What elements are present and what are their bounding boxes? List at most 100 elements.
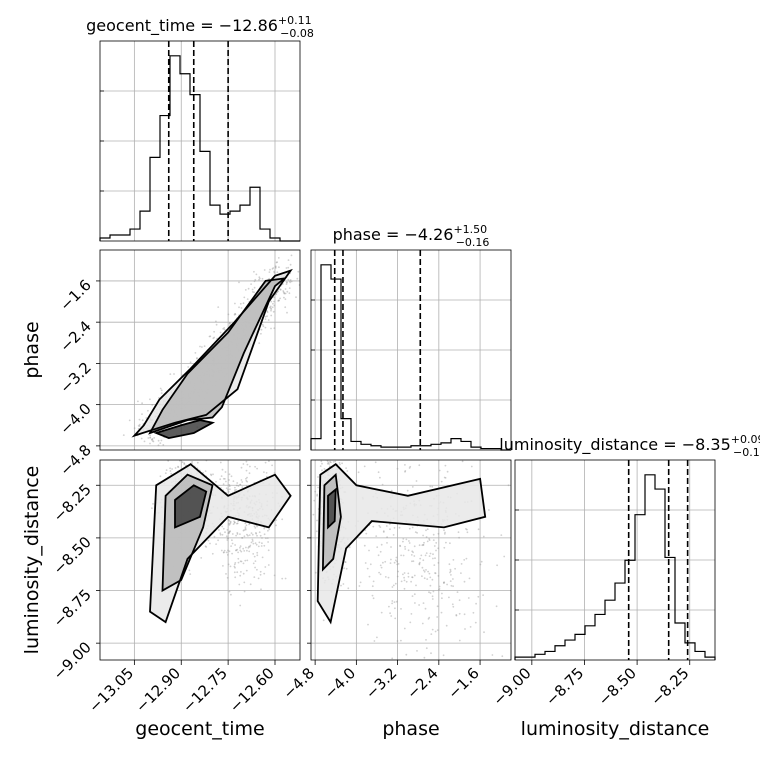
sample-point xyxy=(171,468,174,470)
sample-point xyxy=(225,487,228,490)
hist-step-geocent_time xyxy=(99,55,300,242)
x-tick-label: −8.50 xyxy=(595,664,640,709)
contour-line-1 xyxy=(148,277,288,435)
sample-point xyxy=(221,468,224,471)
sample-point xyxy=(441,592,443,595)
sample-point xyxy=(289,263,292,266)
title-minus-error: −0.08 xyxy=(280,27,314,40)
sample-point xyxy=(391,586,394,588)
sample-point xyxy=(239,483,242,486)
sample-point xyxy=(374,461,377,464)
sample-point xyxy=(475,602,477,605)
sample-point xyxy=(316,493,319,496)
sample-point xyxy=(219,478,222,481)
sample-point xyxy=(449,571,451,574)
sample-point xyxy=(240,479,243,481)
sample-point xyxy=(220,440,222,442)
sample-point xyxy=(225,480,227,483)
sample-point xyxy=(223,328,226,331)
sample-point xyxy=(429,576,432,579)
sample-point xyxy=(287,278,290,281)
sample-point xyxy=(423,656,426,659)
contour-fill-2 xyxy=(328,489,336,528)
sample-point xyxy=(138,423,141,426)
sample-point xyxy=(445,541,447,544)
sample-point xyxy=(392,584,395,587)
sample-point xyxy=(235,549,237,552)
sample-point xyxy=(237,551,240,554)
sample-point xyxy=(330,415,332,417)
sample-point xyxy=(379,573,382,576)
sample-point xyxy=(267,529,269,532)
sample-point xyxy=(431,598,434,600)
sample-point xyxy=(241,537,244,539)
sample-point xyxy=(248,472,251,475)
sample-point xyxy=(403,627,406,630)
sample-point xyxy=(412,551,414,554)
sample-point xyxy=(205,546,208,548)
sample-point xyxy=(321,462,323,465)
sample-point xyxy=(286,290,289,293)
sample-point xyxy=(233,313,236,316)
sample-point xyxy=(322,619,325,622)
sample-point xyxy=(265,537,267,540)
sample-point xyxy=(164,472,167,475)
sample-point xyxy=(258,278,260,281)
sample-point xyxy=(389,528,391,531)
sample-point xyxy=(207,539,210,542)
sample-point xyxy=(271,268,274,270)
sample-point xyxy=(245,477,247,480)
sample-point xyxy=(422,569,425,572)
sample-point xyxy=(182,438,184,440)
sample-point xyxy=(428,616,431,619)
sample-point xyxy=(248,545,250,548)
sample-point xyxy=(210,474,213,477)
sample-point xyxy=(272,267,275,269)
sample-point xyxy=(243,296,246,299)
sample-point xyxy=(266,311,269,314)
sample-point xyxy=(466,528,468,531)
sample-point xyxy=(229,521,232,524)
sample-point xyxy=(194,352,197,354)
sample-point xyxy=(426,540,429,543)
sample-point xyxy=(200,448,202,450)
sample-point xyxy=(283,292,286,295)
sample-point xyxy=(290,254,293,257)
sample-point xyxy=(235,549,238,551)
sample-point xyxy=(430,633,433,635)
sample-point xyxy=(213,336,216,339)
sample-point xyxy=(432,590,435,593)
sample-point xyxy=(392,454,394,456)
sample-point xyxy=(224,531,226,534)
sample-point xyxy=(431,485,434,488)
sample-point xyxy=(405,653,408,656)
sample-point xyxy=(228,532,230,534)
sample-point xyxy=(460,563,463,565)
sample-point xyxy=(428,572,431,575)
sample-point xyxy=(236,533,239,535)
sample-point xyxy=(455,614,458,617)
contour-line-2 xyxy=(153,419,216,440)
sample-point xyxy=(268,460,270,462)
sample-point xyxy=(496,564,498,567)
sample-point xyxy=(247,456,249,458)
sample-point xyxy=(329,447,331,449)
sample-point xyxy=(261,323,264,326)
x-tick-label: −12.75 xyxy=(179,664,231,716)
sample-point xyxy=(253,291,256,294)
contour-line-0 xyxy=(131,268,293,438)
sample-point xyxy=(437,547,440,550)
sample-point xyxy=(263,572,266,575)
sample-point xyxy=(432,539,435,541)
sample-point xyxy=(151,507,153,510)
sample-point xyxy=(211,552,214,555)
sample-point xyxy=(452,559,455,561)
sample-point xyxy=(253,280,256,283)
sample-point xyxy=(149,437,152,439)
sample-point xyxy=(284,577,287,580)
sample-point xyxy=(392,534,395,536)
sample-point xyxy=(482,594,484,596)
sample-point xyxy=(222,477,225,480)
sample-point xyxy=(275,524,277,527)
sample-point xyxy=(244,559,247,562)
